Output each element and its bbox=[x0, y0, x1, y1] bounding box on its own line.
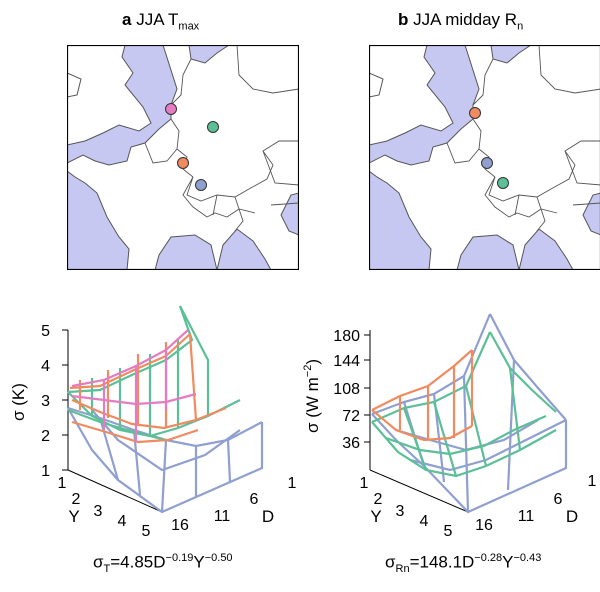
ligurian-sea bbox=[518, 228, 574, 270]
surface-blue bbox=[371, 313, 568, 514]
orange-site-marker bbox=[469, 107, 481, 119]
blue-site-marker bbox=[195, 179, 207, 191]
formula-a-sigma-sub: T bbox=[103, 563, 111, 576]
pink-site-marker bbox=[165, 103, 177, 115]
z-tick-4: 4 bbox=[41, 358, 50, 375]
formula-a-body: =4.85D bbox=[110, 552, 166, 572]
y-tick-5: 5 bbox=[444, 523, 453, 540]
panel-b-title-text: JJA midday R bbox=[413, 10, 518, 29]
y-axis-label: Y bbox=[370, 507, 381, 526]
d-tick-11: 11 bbox=[518, 508, 535, 525]
y-tick-1: 1 bbox=[58, 475, 67, 492]
d-tick-1: 1 bbox=[588, 473, 597, 490]
z-axis-label: σ (W m−2) bbox=[302, 359, 322, 433]
z-tick-36: 36 bbox=[342, 435, 360, 452]
formula-a-mid: Y bbox=[193, 552, 205, 572]
blue-site-marker bbox=[481, 157, 493, 169]
z-tick-1: 1 bbox=[41, 463, 50, 480]
country-borders bbox=[446, 45, 600, 232]
ireland-landmass bbox=[369, 72, 384, 98]
formula-b-sigma: σ bbox=[385, 552, 396, 572]
d-tick-16: 16 bbox=[171, 517, 189, 534]
map-b-frame bbox=[369, 45, 600, 270]
y-tick-5: 5 bbox=[142, 523, 151, 540]
plot-a-zticks bbox=[62, 329, 68, 471]
panel-a-title: a JJA Tmax bbox=[122, 10, 199, 32]
panel-a-title-sub: max bbox=[178, 20, 200, 33]
surface-green bbox=[67, 305, 241, 442]
d-tick-11: 11 bbox=[214, 508, 231, 525]
d-tick-6: 6 bbox=[250, 491, 259, 508]
d-axis-label: D bbox=[262, 507, 274, 526]
ireland-landmass bbox=[67, 72, 82, 98]
y-tick-3: 3 bbox=[94, 503, 103, 520]
panel-a-title-text: JJA T bbox=[136, 10, 179, 29]
y-tick-4: 4 bbox=[118, 513, 127, 530]
map-a bbox=[67, 45, 299, 270]
panel-b-label: b bbox=[398, 10, 409, 29]
z-tick-2: 2 bbox=[41, 428, 50, 445]
formula-a-exp2: −0.50 bbox=[204, 552, 233, 564]
panel-b-title: b JJA midday Rn bbox=[398, 10, 523, 32]
green-site-marker bbox=[497, 177, 509, 189]
y-tick-1: 1 bbox=[360, 475, 369, 492]
panel-a-label: a bbox=[122, 10, 132, 29]
z-tick-72: 72 bbox=[342, 408, 360, 425]
country-borders bbox=[144, 45, 299, 232]
d-tick-16: 16 bbox=[475, 517, 493, 534]
formula-a-sigma: σ bbox=[93, 552, 104, 572]
y-tick-3: 3 bbox=[396, 503, 405, 520]
surface-green bbox=[371, 331, 557, 478]
d-axis-label: D bbox=[566, 507, 578, 526]
orange-site-marker bbox=[177, 157, 189, 169]
z-tick-144: 144 bbox=[333, 353, 360, 370]
great-britain-landmass bbox=[67, 45, 152, 146]
surface-pink bbox=[71, 329, 197, 442]
z-tick-108: 108 bbox=[333, 381, 360, 398]
surface-plot-a: 1 2 3 4 5 σ (K) bbox=[9, 305, 297, 540]
formula-b-body: =148.1D bbox=[409, 552, 475, 572]
great-britain-landmass bbox=[369, 45, 454, 146]
formula-b-exp1: −0.28 bbox=[474, 552, 503, 564]
d-tick-6: 6 bbox=[554, 491, 563, 508]
ligurian-sea bbox=[216, 228, 272, 270]
d-tick-1: 1 bbox=[288, 475, 297, 492]
surface-plot-b: 36 72 108 144 180 σ (W m−2) 1 2 3 4 5 Y bbox=[302, 313, 597, 540]
green-site-marker bbox=[207, 121, 219, 133]
formula-a: σT=4.85D−0.19Y−0.50 bbox=[93, 552, 233, 575]
y-tick-2: 2 bbox=[374, 491, 383, 508]
panel-b-title-sub: n bbox=[517, 20, 524, 33]
map-b bbox=[369, 45, 600, 270]
formula-b-sigma-sub: Rn bbox=[395, 563, 410, 576]
y-tick-2: 2 bbox=[72, 491, 81, 508]
formula-b: σRn=148.1D−0.28Y−0.43 bbox=[385, 552, 541, 575]
surface-orange bbox=[371, 349, 474, 442]
formula-b-mid: Y bbox=[502, 552, 514, 572]
plot-b-zticks bbox=[364, 334, 370, 443]
z-tick-180: 180 bbox=[333, 328, 360, 345]
formula-b-exp2: −0.43 bbox=[513, 552, 542, 564]
map-a-frame bbox=[67, 45, 299, 270]
y-axis-label: Y bbox=[68, 507, 79, 526]
z-tick-5: 5 bbox=[41, 323, 50, 340]
y-tick-4: 4 bbox=[420, 513, 429, 530]
z-tick-3: 3 bbox=[41, 393, 50, 410]
formula-a-exp1: −0.19 bbox=[165, 552, 194, 564]
z-axis-label: σ (K) bbox=[9, 383, 28, 421]
